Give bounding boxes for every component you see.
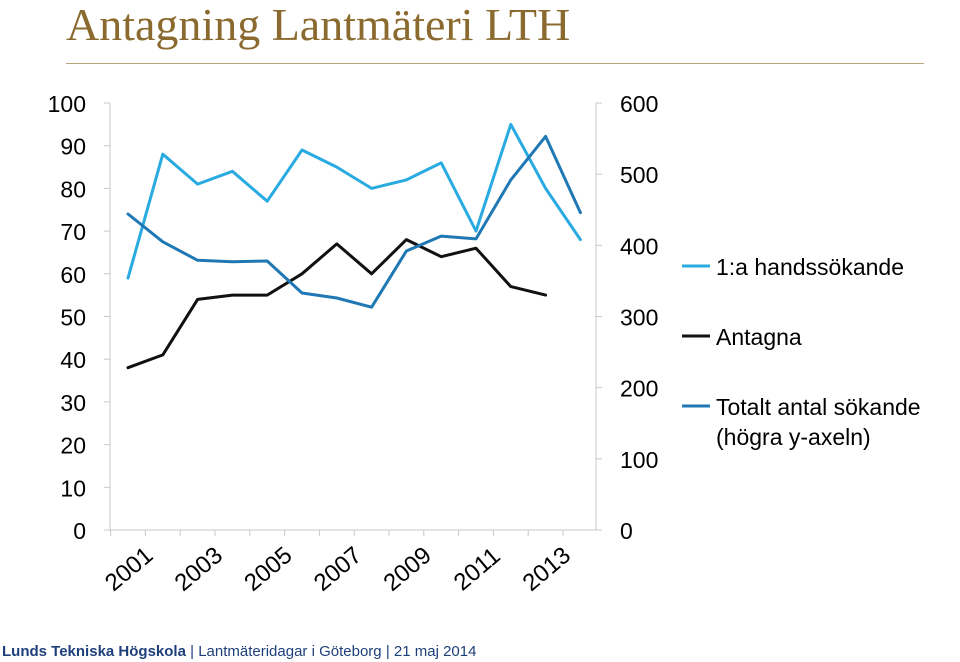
x-tick-label: 2005 bbox=[239, 542, 297, 597]
footer-org: Lunds Tekniska Högskola bbox=[2, 643, 186, 660]
y-right-tick-label: 200 bbox=[620, 376, 658, 402]
series-line bbox=[126, 134, 582, 309]
x-tick-label: 2007 bbox=[309, 542, 367, 597]
x-tick-labels: 2001 2003 2005 2007 2009 2011 2013 bbox=[100, 542, 576, 597]
chart-axes: 0 10 20 30 40 50 60 70 80 90 100 0 100 200 300 400 500 60… bbox=[48, 91, 659, 544]
chart-series bbox=[126, 122, 582, 370]
x-tick-label: 2001 bbox=[100, 542, 158, 597]
series-line bbox=[126, 238, 548, 370]
legend-label-line2: (högra y-axeln) bbox=[716, 424, 871, 450]
x-tick-label: 2003 bbox=[170, 542, 228, 597]
x-tick-label: 2009 bbox=[378, 542, 436, 597]
y-left-tick-label: 100 bbox=[48, 91, 86, 117]
admissions-line-chart: 0 10 20 30 40 50 60 70 80 90 100 0 100 200 300 400 500 60… bbox=[48, 91, 921, 597]
y-left-tick-label: 70 bbox=[60, 219, 86, 245]
y-right-tick-label: 0 bbox=[620, 518, 633, 544]
legend-label: 1:a handssökande bbox=[716, 254, 904, 280]
footer: Lunds Tekniska Högskola | Lantmäteridaga… bbox=[2, 643, 476, 660]
y-left-tick-label: 0 bbox=[73, 518, 86, 544]
y-right-tick-label: 500 bbox=[620, 162, 658, 188]
x-tick-label: 2011 bbox=[449, 542, 506, 596]
legend-label: Antagna bbox=[716, 324, 802, 350]
y-left-tick-label: 80 bbox=[60, 176, 86, 202]
y-right-tick-label: 300 bbox=[620, 305, 658, 331]
y-left-tick-label: 10 bbox=[60, 475, 86, 501]
y-left-tick-label: 40 bbox=[60, 347, 86, 373]
legend-label: Totalt antal sökande bbox=[716, 394, 921, 420]
footer-event: Lantmäteridagar i Göteborg bbox=[198, 643, 382, 660]
y-left-tick-label: 90 bbox=[60, 134, 86, 160]
chart-legend: 1:a handssökande Antagna Totalt antal söka… bbox=[682, 254, 921, 450]
y-right-tick-label: 100 bbox=[620, 447, 658, 473]
series-line bbox=[126, 122, 582, 280]
title-divider bbox=[66, 63, 924, 64]
y-left-tick-label: 30 bbox=[60, 390, 86, 416]
footer-date: 21 maj 2014 bbox=[393, 643, 477, 660]
y-right-tick-label: 400 bbox=[620, 233, 658, 259]
y-right-tick-label: 600 bbox=[620, 91, 658, 117]
footer-separator: | bbox=[385, 643, 390, 660]
y-left-tick-label: 60 bbox=[60, 262, 86, 288]
footer-separator: | bbox=[190, 643, 195, 660]
y-left-tick-label: 50 bbox=[60, 305, 86, 331]
x-tick-label: 2013 bbox=[518, 542, 576, 597]
y-left-tick-label: 20 bbox=[60, 433, 86, 459]
page-title: Antagning Lantmäteri LTH bbox=[66, 0, 571, 50]
